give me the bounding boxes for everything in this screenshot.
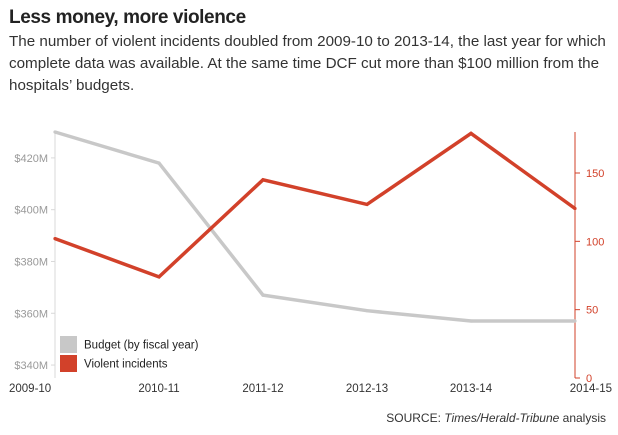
series-line-violent-incidents [54, 131, 577, 279]
legend-label-budget-by-fiscal-year: Budget (by fiscal year) [84, 340, 199, 352]
source-note: SOURCE: Times/Herald-Tribune analysis [386, 411, 606, 425]
right-axis-label-100: 100 [586, 236, 604, 248]
x-axis-label-2011-12: 2011-12 [242, 383, 283, 395]
source-suffix: analysis [559, 411, 606, 425]
left-axis-label-400: $400M [14, 205, 48, 217]
data-point-violent-incidents-2013-14 [469, 131, 473, 135]
chart-legend: Budget (by fiscal year) Violent incidents [60, 336, 199, 372]
legend-swatch-budget-by-fiscal-year [60, 336, 77, 353]
data-point-budget-by-fiscal-year-2014-15 [573, 319, 577, 323]
data-point-violent-incidents-2014-15 [573, 206, 577, 211]
chart-axes: $340M $360M $380M $400M $420M 0 50 100 150 2009-1… [9, 132, 612, 395]
right-axis-label-0: 0 [586, 373, 592, 385]
data-point-violent-incidents-2009-10 [53, 237, 57, 241]
left-axis-label-380: $380M [14, 256, 48, 268]
data-point-budget-by-fiscal-year-2010-11 [157, 161, 161, 165]
x-axis-label-2010-11: 2010-11 [138, 383, 179, 395]
chart-title: Less money, more violence [9, 7, 246, 28]
left-axis-label-340: $340M [14, 360, 48, 372]
left-axis-label-420: $420M [14, 153, 48, 165]
x-axis-label-2014-15: 2014-15 [570, 383, 612, 395]
source-prefix: SOURCE: [386, 411, 445, 425]
data-point-violent-incidents-2010-11 [157, 275, 161, 279]
series-line-budget-by-fiscal-year [54, 130, 575, 323]
x-axis-label-2009-10: 2009-10 [9, 383, 51, 395]
source-publication: Times/Herald-Tribune [444, 411, 560, 425]
data-point-violent-incidents-2012-13 [365, 202, 369, 207]
data-point-budget-by-fiscal-year-2011-12 [261, 293, 265, 297]
x-axis-label-2012-13: 2012-13 [346, 383, 388, 395]
x-axis-label-2013-14: 2013-14 [450, 383, 493, 395]
data-point-violent-incidents-2011-12 [261, 178, 265, 182]
chart-series [53, 130, 577, 323]
right-axis-label-50: 50 [586, 305, 598, 317]
chart-subtitle: The number of violent incidents doubled … [9, 33, 606, 94]
legend-swatch-violent-incidents [60, 355, 77, 372]
data-point-budget-by-fiscal-year-2013-14 [469, 319, 473, 323]
right-axis-label-150: 150 [586, 168, 604, 180]
data-point-budget-by-fiscal-year-2009-10 [53, 130, 57, 134]
data-point-budget-by-fiscal-year-2012-13 [365, 309, 369, 313]
left-axis-label-360: $360M [14, 308, 48, 320]
legend-label-violent-incidents: Violent incidents [84, 359, 168, 371]
